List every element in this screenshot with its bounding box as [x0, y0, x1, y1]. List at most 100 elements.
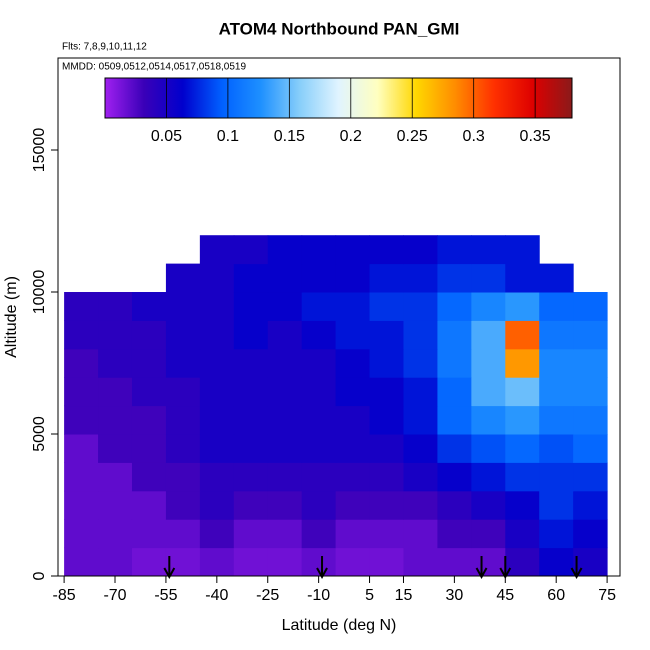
heat-cell — [471, 292, 506, 321]
heat-cell — [199, 547, 235, 576]
heat-cell — [505, 434, 540, 463]
colorbar-tick-label: 0.25 — [397, 128, 428, 145]
heat-cell — [98, 519, 133, 549]
heat-cell — [64, 434, 99, 463]
arrow-head — [570, 567, 583, 580]
heat-cell — [335, 519, 371, 549]
x-tick-label: 45 — [496, 587, 514, 604]
heat-cell — [539, 547, 574, 576]
heat-cell — [301, 377, 337, 407]
x-tick-label: -10 — [307, 587, 330, 604]
heat-cell — [267, 292, 303, 321]
heat-cell — [471, 377, 506, 407]
mmdd-annotation: MMDD: 0509,0512,0514,0517,0518,0519 — [62, 62, 246, 73]
heat-cell — [64, 320, 99, 350]
heat-cell — [539, 377, 574, 407]
x-tick-label: -70 — [103, 587, 126, 604]
x-tick-label: 60 — [547, 587, 565, 604]
heat-cell — [301, 320, 337, 350]
heat-cell — [539, 320, 574, 350]
heat-cell — [165, 377, 201, 407]
heat-cell — [165, 462, 201, 492]
heat-cell — [335, 490, 371, 520]
heat-cell — [539, 292, 574, 321]
heat-cell — [267, 547, 303, 576]
x-tick-label: 75 — [598, 587, 616, 604]
arrow-head — [316, 567, 328, 580]
heat-cell — [437, 490, 472, 520]
heat-cell — [369, 547, 404, 576]
heat-cell — [165, 405, 201, 435]
heat-cell — [369, 263, 404, 293]
heat-cell — [369, 462, 404, 492]
arrow-head — [475, 567, 488, 580]
heat-cell — [335, 320, 371, 350]
heat-cell — [233, 490, 269, 520]
heat-cell — [233, 292, 269, 321]
heat-cell — [233, 462, 269, 492]
heat-cell — [267, 434, 303, 463]
heat-cell — [539, 348, 574, 378]
heat-cell — [369, 519, 404, 549]
heat-cell — [403, 405, 438, 435]
heat-cell — [199, 490, 235, 520]
x-tick-label: 15 — [395, 587, 413, 604]
heat-cell — [369, 320, 404, 350]
heat-cell — [403, 348, 438, 378]
heat-cell — [335, 462, 371, 492]
heat-cell — [233, 320, 269, 350]
heat-cell — [539, 519, 574, 549]
x-tick-label: -55 — [154, 587, 177, 604]
heat-cell — [267, 320, 303, 350]
heat-cell — [165, 490, 201, 520]
heat-cell — [233, 519, 269, 549]
heat-cell — [267, 490, 303, 520]
heat-cell — [505, 235, 540, 265]
heat-cell — [233, 405, 269, 435]
heat-cell — [267, 519, 303, 549]
x-tick-label: -25 — [256, 587, 279, 604]
heat-cell — [267, 235, 303, 265]
colorbar-tick-label: 0.35 — [520, 128, 551, 145]
heat-cell — [369, 377, 404, 407]
heat-cell — [369, 235, 404, 265]
heat-cell — [199, 434, 235, 463]
heat-cell — [437, 348, 472, 378]
heat-cell — [131, 348, 167, 378]
heat-cell — [437, 263, 472, 293]
heat-cell — [471, 547, 506, 576]
heat-cell — [301, 235, 337, 265]
heat-cell — [505, 348, 540, 378]
heat-cell — [98, 490, 133, 520]
heat-cell — [437, 547, 472, 576]
heat-cell — [369, 434, 404, 463]
heat-cell — [131, 462, 167, 492]
heat-cell — [301, 462, 337, 492]
heat-cell — [335, 547, 371, 576]
heat-cell — [199, 519, 235, 549]
heat-cell — [505, 490, 540, 520]
heat-cell — [471, 490, 506, 520]
heat-cell — [437, 320, 472, 350]
heat-cell — [505, 405, 540, 435]
chart-title: ATOM4 Northbound PAN_GMI — [219, 19, 460, 38]
heat-cell — [403, 519, 438, 549]
colorbar-tick-label: 0.15 — [274, 128, 305, 145]
y-tick-label: 10000 — [31, 270, 48, 315]
heat-cell — [165, 292, 201, 321]
heat-cell — [573, 405, 608, 435]
heat-cell — [301, 490, 337, 520]
heat-cell — [573, 377, 608, 407]
heat-cell — [199, 320, 235, 350]
heat-cell — [301, 434, 337, 463]
heat-cell — [369, 292, 404, 321]
heat-cell — [539, 263, 574, 293]
x-tick-label: -40 — [205, 587, 228, 604]
heat-cell — [403, 292, 438, 321]
heat-cell — [233, 547, 269, 576]
heat-cell — [301, 263, 337, 293]
heat-cell — [131, 292, 167, 321]
heat-cell — [98, 434, 133, 463]
heat-cell — [573, 490, 608, 520]
heat-cell — [335, 434, 371, 463]
